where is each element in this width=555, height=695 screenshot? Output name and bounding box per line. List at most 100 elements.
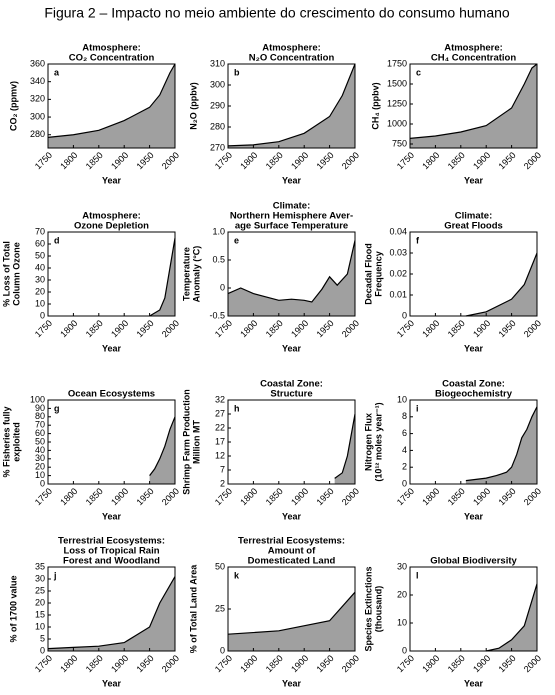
panel-label: c — [416, 67, 421, 77]
plot-frame — [47, 63, 176, 149]
y-axis-label: CH₄ (ppbv) — [370, 82, 380, 129]
y-tick-label: 50 — [35, 436, 45, 446]
y-tick-label: 0 — [40, 645, 45, 655]
y-tick-label: 10 — [35, 470, 45, 480]
line — [334, 413, 356, 479]
line — [465, 406, 538, 482]
y-tick-label: 50 — [35, 250, 45, 260]
panel-label: f — [416, 235, 420, 245]
x-tick-label: 1900 — [289, 653, 310, 674]
y-tick-label: 0 — [220, 645, 225, 655]
y-tick-label: 270 — [210, 142, 225, 152]
y-tick-label: 70 — [35, 226, 45, 236]
x-tick-label: 1750 — [213, 486, 234, 507]
panel-label: i — [416, 403, 419, 413]
y-tick-label: 0 — [402, 645, 407, 655]
y-tick-label: 5 — [40, 633, 45, 643]
y-tick-label: 8 — [402, 411, 407, 421]
y-tick-label: 15 — [35, 609, 45, 619]
x-tick-label: 2000 — [340, 486, 361, 507]
y-tick-label: 30 — [35, 274, 45, 284]
x-axis-label: Year — [282, 678, 302, 688]
x-tick-label: 1950 — [496, 150, 517, 171]
chart-title: CO₂ Concentration — [69, 53, 155, 64]
y-tick-label: 1000 — [387, 118, 407, 128]
x-axis-label: Year — [102, 343, 122, 353]
line — [47, 63, 176, 138]
line — [465, 252, 538, 317]
y-tick-label: 2 — [220, 478, 225, 488]
chart-title: Climate: — [273, 201, 310, 212]
y-tick-label: 60 — [35, 238, 45, 248]
plot-frame — [47, 566, 176, 652]
x-tick-label: 1950 — [314, 486, 335, 507]
chart-title: Biogeochemistry — [435, 389, 513, 400]
line — [227, 591, 356, 635]
y-axis-label: Decadal Flood — [363, 243, 373, 305]
x-tick-label: 2000 — [522, 318, 543, 339]
y-tick-label: 20 — [397, 589, 407, 599]
panel-label: g — [54, 403, 60, 413]
panel-label: b — [234, 67, 240, 77]
chart-title: Atmosphere: — [444, 43, 503, 54]
x-tick-label: 1800 — [238, 653, 259, 674]
x-tick-label: 1800 — [58, 150, 79, 171]
area — [465, 253, 537, 316]
x-tick-label: 1800 — [58, 486, 79, 507]
chart-title: Terrestrial Ecosystems: — [238, 536, 345, 547]
x-tick-label: 1800 — [420, 150, 441, 171]
y-tick-label: 1.0 — [212, 226, 225, 236]
y-axis-label: N₂O (ppbv) — [188, 82, 198, 130]
x-tick-label: 1800 — [58, 318, 79, 339]
chart-title: Atmosphere: — [82, 43, 141, 54]
y-tick-label: 2 — [402, 462, 407, 472]
y-tick-label: 0.5 — [212, 254, 225, 264]
x-tick-label: 1900 — [471, 486, 492, 507]
area — [334, 414, 355, 484]
x-tick-label: 1850 — [84, 486, 105, 507]
y-tick-label: 32 — [215, 394, 225, 404]
x-tick-label: 2000 — [160, 486, 181, 507]
x-tick-label: 1900 — [471, 653, 492, 674]
x-tick-label: 1750 — [33, 318, 54, 339]
y-tick-label: 0 — [402, 310, 407, 320]
y-axis-label: (10¹² moles year⁻¹) — [373, 402, 383, 481]
x-tick-label: 2000 — [340, 653, 361, 674]
area — [48, 576, 175, 651]
plot-frame — [47, 231, 176, 317]
y-tick-label: 60 — [35, 428, 45, 438]
x-tick-label: 1750 — [33, 150, 54, 171]
chart-title: Coastal Zone: — [260, 379, 323, 390]
x-tick-label: 1850 — [84, 150, 105, 171]
y-axis-label: Anomaly (°C) — [191, 246, 201, 303]
line — [149, 237, 176, 317]
chart-title: Ocean Ecosystems — [68, 389, 155, 400]
area — [465, 406, 537, 484]
x-tick-label: 2000 — [340, 318, 361, 339]
line — [47, 576, 176, 650]
x-tick-label: 1950 — [496, 486, 517, 507]
chart-title: Forest and Woodland — [63, 556, 160, 567]
y-axis-label: % of 1700 value — [8, 575, 18, 642]
plot-frame — [409, 399, 538, 485]
y-axis-label: % Fisheries fully — [1, 406, 11, 477]
chart-title: Great Floods — [444, 221, 503, 232]
x-axis-label: Year — [464, 678, 484, 688]
y-axis-label: % of Total Land Area — [188, 564, 198, 654]
x-tick-label: 1850 — [446, 150, 467, 171]
x-tick-label: 1800 — [420, 653, 441, 674]
y-tick-label: 280 — [210, 121, 225, 131]
plot-frame — [409, 566, 538, 652]
y-tick-label: 40 — [35, 445, 45, 455]
x-tick-label: 1850 — [446, 318, 467, 339]
x-tick-label: 1850 — [264, 150, 285, 171]
x-tick-label: 1900 — [109, 150, 130, 171]
y-axis-label: exploited — [11, 422, 21, 462]
y-axis-label: Shrimp Farm Production — [181, 389, 191, 495]
x-tick-label: 1850 — [264, 318, 285, 339]
area — [228, 592, 355, 651]
line — [227, 240, 356, 303]
x-tick-label: 1900 — [109, 653, 130, 674]
x-tick-label: 1800 — [420, 318, 441, 339]
y-axis-label: % Loss of Total — [1, 241, 11, 307]
